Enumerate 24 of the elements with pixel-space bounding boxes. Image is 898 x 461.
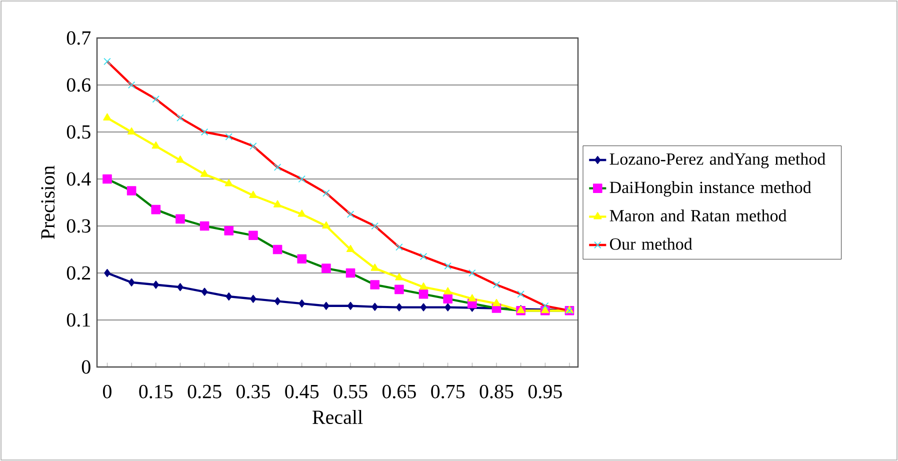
legend-label: Our method bbox=[610, 238, 692, 250]
y-tick-label: 0.3 bbox=[66, 219, 90, 233]
x-tick-label: 0.55 bbox=[334, 384, 368, 398]
x-tick-label: 0.15 bbox=[139, 384, 173, 398]
y-tick-label: 0.6 bbox=[66, 78, 91, 92]
y-tick-label: 0.7 bbox=[66, 31, 91, 45]
y-tick-label: 0.4 bbox=[66, 172, 91, 186]
x-tick-label: 0.95 bbox=[528, 384, 562, 398]
x-tick-label: 0 bbox=[103, 384, 112, 398]
legend-label: Lozano-Perez andYang method bbox=[610, 152, 826, 168]
legend-label: Maron and Ratan method bbox=[610, 210, 787, 222]
x-tick-label: 0.25 bbox=[188, 384, 222, 398]
y-tick-label: 0.5 bbox=[66, 125, 90, 139]
y-tick-label: 0.1 bbox=[66, 313, 90, 327]
x-tick-label: 0.35 bbox=[236, 384, 270, 398]
x-axis-title: Recall bbox=[312, 410, 363, 424]
y-axis-title: Precision bbox=[41, 166, 55, 240]
x-tick-label: 0.85 bbox=[480, 384, 514, 398]
x-tick-label: 0.45 bbox=[285, 384, 319, 398]
y-tick-label: 0 bbox=[82, 360, 90, 374]
legend-label: DaiHongbin instance method bbox=[610, 181, 812, 197]
y-tick-label: 0.2 bbox=[66, 266, 90, 280]
x-tick-label: 0.65 bbox=[382, 384, 416, 398]
x-tick-label: 0.75 bbox=[431, 384, 465, 398]
